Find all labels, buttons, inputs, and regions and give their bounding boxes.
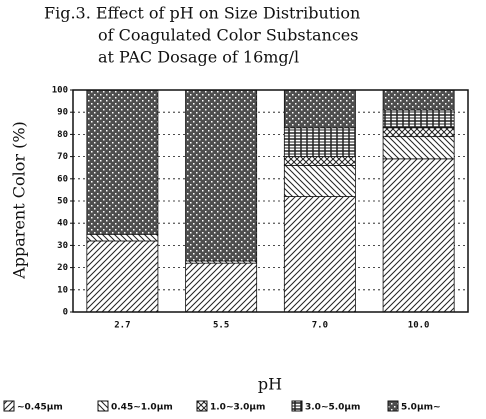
bar-segment [283,196,356,313]
bar-segment [382,89,455,111]
bar-segment [382,136,455,160]
bar-segment [382,158,455,313]
bar-segment [86,240,159,313]
legend-swatch [387,400,399,412]
y-tick-label: 10 [57,285,68,295]
y-tick-label: 20 [57,263,68,273]
bar-segment [86,89,159,235]
x-tick-label: 2.7 [114,321,130,331]
legend-label: ~0.45μm [17,403,63,413]
bar-segment [185,89,258,262]
x-tick-label: 7.0 [312,321,328,331]
bar-segment [382,127,455,138]
legend-swatch [196,400,208,412]
legend-swatch [97,400,109,412]
plot-frame [72,89,469,313]
bar-segment [283,156,356,166]
bar-segment [86,233,159,242]
legend-swatch [291,400,303,412]
x-tick-label: 10.0 [408,321,430,331]
y-tick-label: 0 [63,308,68,318]
chart-title: at PAC Dosage of 16mg/l [98,48,299,67]
y-tick-label: 50 [57,197,68,207]
y-tick-label: 30 [57,241,68,251]
legend-label: 0.45~1.0μm [111,403,173,413]
bar-segment [283,165,356,197]
y-tick-label: 80 [57,130,68,140]
chart-title: Fig.3. Effect of pH on Size Distribution [44,4,360,23]
y-axis-label: Apparent Color (%) [10,121,29,280]
legend-label: 3.0~5.0μm [305,403,360,413]
bar-segment [283,89,356,129]
legend-label: 5.0μm~ [401,403,441,413]
y-tick-label: 90 [57,108,68,118]
y-tick-label: 100 [52,86,68,96]
y-tick-label: 60 [57,174,68,184]
bar-segment [185,262,258,313]
bar-segment [283,127,356,157]
legend-label: 1.0~3.0μm [210,403,265,413]
bar-segment [382,109,455,129]
x-axis-label: pH [258,375,282,394]
x-tick-label: 5.5 [213,321,229,331]
y-tick-label: 70 [57,152,68,162]
y-tick-label: 40 [57,219,68,229]
legend-swatch [3,400,15,412]
chart-title: of Coagulated Color Substances [98,26,358,45]
